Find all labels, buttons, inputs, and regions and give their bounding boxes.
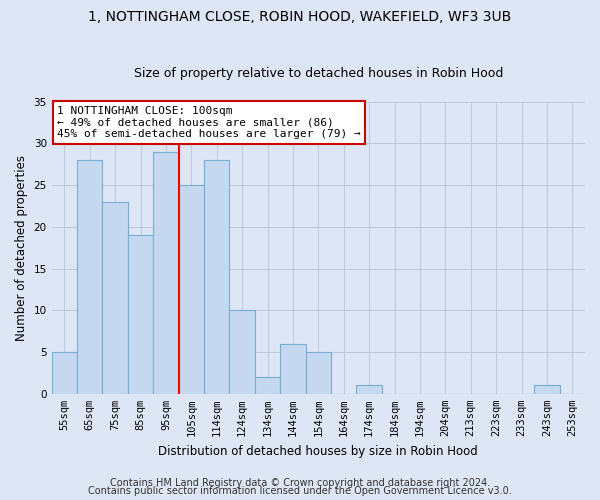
Bar [356, 386, 382, 394]
Text: Contains public sector information licensed under the Open Government Licence v3: Contains public sector information licen… [88, 486, 512, 496]
Text: 1 NOTTINGHAM CLOSE: 100sqm
← 49% of detached houses are smaller (86)
45% of semi: 1 NOTTINGHAM CLOSE: 100sqm ← 49% of deta… [57, 106, 361, 139]
Bar [305, 352, 331, 394]
Bar [52, 352, 77, 394]
Y-axis label: Number of detached properties: Number of detached properties [15, 154, 28, 340]
Bar [204, 160, 229, 394]
Text: 1, NOTTINGHAM CLOSE, ROBIN HOOD, WAKEFIELD, WF3 3UB: 1, NOTTINGHAM CLOSE, ROBIN HOOD, WAKEFIE… [88, 10, 512, 24]
Bar [255, 377, 280, 394]
Bar [103, 202, 128, 394]
Bar [128, 235, 153, 394]
Bar [534, 386, 560, 394]
Bar [153, 152, 179, 394]
Title: Size of property relative to detached houses in Robin Hood: Size of property relative to detached ho… [134, 66, 503, 80]
Bar [77, 160, 103, 394]
Bar [280, 344, 305, 394]
Bar [179, 185, 204, 394]
X-axis label: Distribution of detached houses by size in Robin Hood: Distribution of detached houses by size … [158, 444, 478, 458]
Text: Contains HM Land Registry data © Crown copyright and database right 2024.: Contains HM Land Registry data © Crown c… [110, 478, 490, 488]
Bar [229, 310, 255, 394]
